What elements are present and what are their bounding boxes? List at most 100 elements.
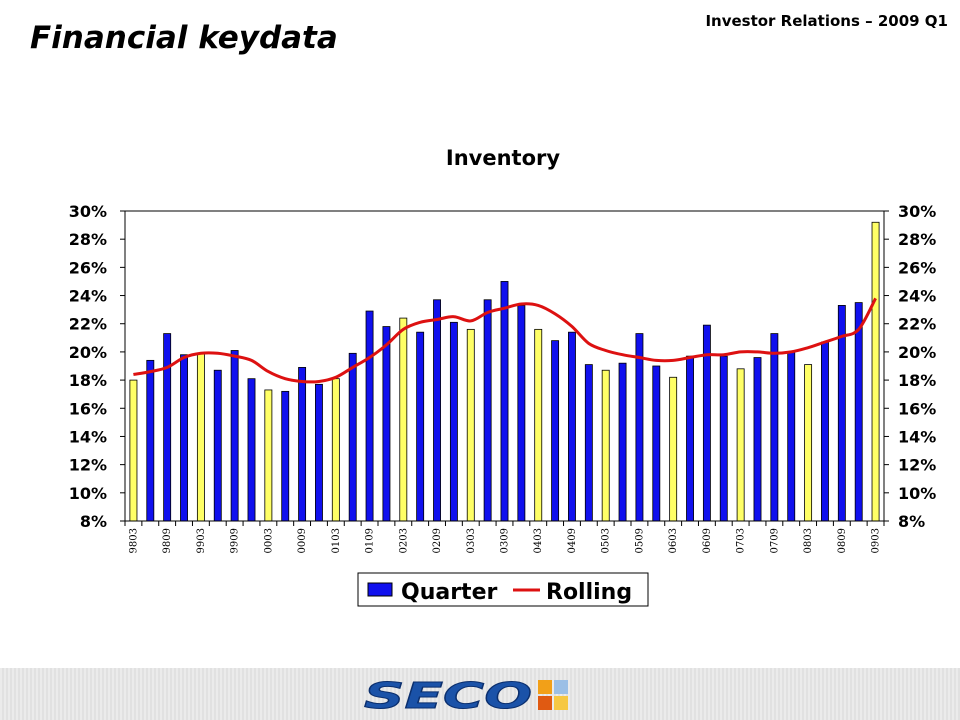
y-tick-label-right: 30% [898,202,936,221]
bar-0712 [787,351,796,522]
bar-0009 [298,367,307,522]
legend-box [357,572,649,607]
bar-9809 [163,333,172,522]
bar-0312 [517,305,526,522]
x-tick-label: 0003 [263,528,274,553]
y-tick-label-right: 12% [898,456,936,475]
x-tick-label: 0309 [500,528,511,553]
y-tick-label-left: 14% [69,427,107,446]
x-tick-label: 0009 [297,528,308,553]
bar-0412 [584,364,593,522]
bar-0606 [686,355,694,522]
seco-logo: SECO [364,677,568,713]
bar-0103 [331,378,340,522]
y-tick-label-left: 28% [69,230,107,249]
legend-swatch-quarter [367,582,393,597]
x-tick-label: 0209 [432,528,443,553]
y-tick-label-left: 18% [69,371,107,390]
bar-0503 [601,369,610,522]
y-tick-label-left: 12% [69,456,107,475]
legend: Quarter Rolling [357,572,649,607]
bar-0806 [821,341,829,522]
y-tick-label-left: 20% [69,343,107,362]
bar-0506 [618,362,627,522]
x-tick-label: 0709 [769,528,780,553]
y-tick-label-left: 30% [69,202,107,221]
bar-9909 [230,350,239,522]
bar-0812 [854,302,863,522]
legend-label-rolling: Rolling [546,580,632,605]
x-tick-label: 0103 [331,528,342,553]
bar-0709 [770,333,779,522]
bar-group [129,221,880,522]
bar-0603 [669,376,678,522]
rolling-line-group [133,297,877,384]
footer-band [0,668,960,720]
bar-0106 [348,352,357,522]
bar-9803 [129,379,138,522]
x-tick-label: 9909 [230,528,241,553]
bar-0306 [483,299,492,522]
y-tick-label-left: 10% [69,484,107,503]
x-tick-label: 9903 [196,528,207,553]
bar-0209 [433,299,441,522]
bar-0509 [635,333,644,522]
x-tick-label: 0609 [702,528,713,553]
x-tick-label: 0503 [601,528,612,553]
y-tick-label-right: 16% [898,399,936,418]
bar-0206 [416,331,425,522]
x-tick-label: 0303 [466,528,477,553]
bar-0403 [534,328,543,522]
bar-0112 [382,326,391,522]
y-tick-label-left: 16% [69,399,107,418]
bar-9903 [196,352,205,522]
chart-title: Inventory [446,146,560,170]
x-tick-label: 9803 [128,528,139,553]
y-tick-label-right: 10% [898,484,936,503]
rolling-line [133,297,877,384]
bar-0803 [804,364,813,522]
x-tick-label: 0803 [803,528,814,553]
bar-0512 [652,365,661,522]
x-tick-label: 9809 [162,528,173,553]
y-tick-label-right: 18% [898,371,936,390]
y-tick-label-right: 24% [898,287,936,306]
x-tick-label: 0603 [668,528,679,553]
bar-0006 [281,390,290,522]
y-tick-label-left: 22% [69,315,107,334]
inventory-chart: Inventory 8% 8% 10% 10% 12% 12% 14% 14% 16% 16% 18… [69,146,936,607]
y-tick-label-left: 26% [69,258,107,277]
y-tick-label-right: 28% [898,230,936,249]
bar-0612 [719,355,728,522]
x-tick-label: 0109 [365,528,376,553]
y-tick-label-right: 22% [898,315,936,334]
x-tick-label: 0409 [567,528,578,553]
bar-9812 [180,354,188,522]
legend-label-quarter: Quarter [401,580,497,605]
x-tick-label: 0903 [871,528,882,553]
bar-0406 [551,340,560,522]
bar-0003 [264,389,273,522]
bar-9806 [146,359,155,522]
bar-0212 [449,321,458,522]
x-tick-label: 0703 [736,528,747,553]
svg-text:SECO: SECO [364,677,532,713]
x-tick-label: 0203 [398,528,409,553]
bar-0309 [500,281,509,522]
bar-9912 [247,378,256,522]
x-tick-label: 0509 [634,528,645,553]
y-tick-label-right: 26% [898,258,936,277]
y-tick-label-right: 14% [898,427,936,446]
bar-0203 [399,317,408,522]
bar-0706 [753,357,762,522]
plot-area-border [124,210,885,522]
y-tick-label-right: 8% [898,512,925,531]
y-tick-label-left: 24% [69,287,107,306]
page-title: Financial keydata [30,20,338,56]
x-tick-label: 0403 [533,528,544,553]
x-tick-label: 0809 [837,528,848,553]
bar-0303 [466,328,475,522]
bar-9906 [213,369,222,522]
bar-0703 [736,368,745,522]
header-caption: Investor Relations – 2009 Q1 [705,12,948,30]
